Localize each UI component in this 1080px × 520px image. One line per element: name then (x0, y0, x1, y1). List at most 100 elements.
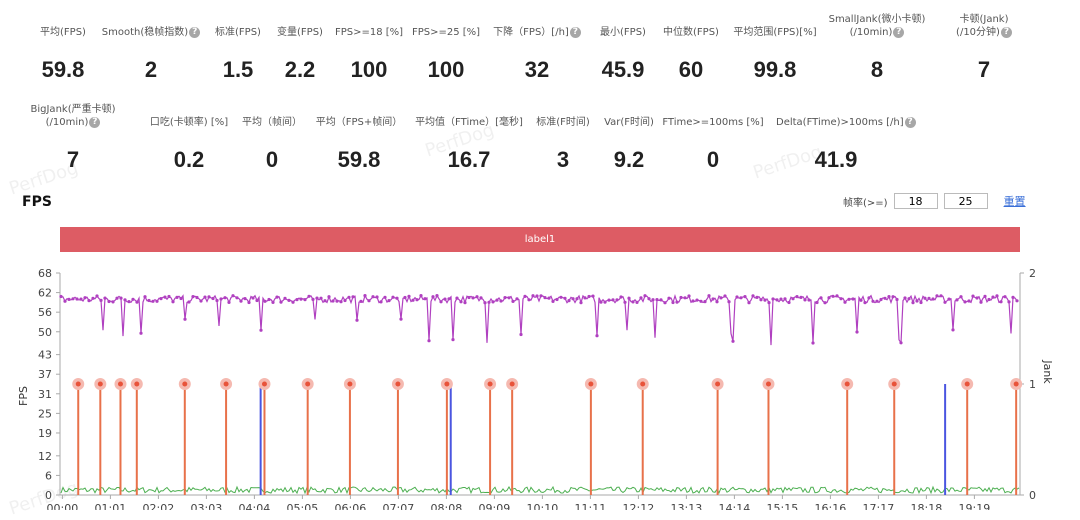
fps-point (631, 300, 635, 304)
fps-threshold-controls: 帧率(>=) 重置 (843, 193, 1026, 209)
fps-point (523, 294, 527, 298)
x-tick-label: 17:17 (863, 502, 895, 510)
x-tick-label: 02:02 (143, 502, 175, 510)
help-icon[interactable]: ? (893, 26, 905, 38)
metric-value: 2 (144, 57, 158, 82)
help-icon[interactable]: ? (904, 116, 916, 128)
fps-point (135, 300, 139, 304)
fps-point (883, 296, 887, 300)
metric-card: 卡顿(Jank) (/10分钟)? 7 (924, 13, 1044, 83)
help-icon[interactable]: ? (569, 26, 581, 38)
fps-point (451, 338, 455, 342)
metric-card: 中位数(FPS) 60 (631, 13, 751, 83)
fps-point (863, 301, 867, 305)
fps-point (495, 298, 499, 302)
fps-point (703, 300, 707, 304)
fps-point (591, 294, 595, 298)
threshold-input-2[interactable] (943, 193, 988, 209)
metric-value: 60 (678, 57, 704, 82)
fps-point (307, 294, 311, 298)
jank-marker (487, 381, 493, 387)
x-tick-label: 11:11 (575, 502, 607, 510)
fps-point (271, 300, 275, 304)
metric-value: 0 (265, 147, 279, 172)
reset-link[interactable]: 重置 (1003, 195, 1026, 208)
fps-point (911, 301, 915, 305)
fps-point (355, 318, 359, 322)
fps-point (99, 298, 103, 302)
threshold-input-1[interactable] (893, 193, 938, 209)
fps-point (347, 295, 351, 299)
fps-chart[interactable]: 68 62 56 50 43 37 31 25 19 12 6 0 2 1 0 FPS Jank 00:00 01:… (0, 260, 1080, 510)
y-left-tick-label: 19 (38, 427, 52, 440)
x-tick-label: 12:12 (623, 502, 655, 510)
fps-point (83, 296, 87, 300)
fps-point (511, 299, 515, 303)
fps-point (663, 301, 667, 305)
fps-point (587, 294, 591, 299)
metric-value: 99.8 (753, 57, 797, 82)
fps-point (171, 300, 175, 304)
fps-point (195, 295, 199, 300)
fps-point (515, 297, 519, 301)
fps-point (551, 299, 555, 303)
fps-point (359, 299, 363, 303)
metric-value: 3 (556, 147, 570, 172)
fps-point (751, 294, 755, 298)
x-tick-label: 05:05 (287, 502, 319, 510)
jank-marker (964, 381, 970, 387)
fps-point (679, 295, 683, 300)
fps-point (295, 298, 299, 302)
jank-marker (395, 381, 401, 387)
fps-point (683, 296, 687, 300)
label-bar[interactable]: label1 (60, 227, 1020, 252)
fps-point (919, 300, 923, 305)
fps-point (335, 299, 339, 303)
fps-point (267, 297, 271, 302)
fps-point (183, 317, 187, 321)
fps-point (363, 294, 367, 298)
metric-value: 32 (524, 57, 550, 82)
fps-point (71, 297, 75, 301)
fps-point (719, 296, 723, 300)
fps-point (463, 301, 467, 305)
fps-point (695, 298, 699, 302)
fps-point (599, 300, 603, 304)
fps-point (107, 299, 111, 304)
jank-marker (347, 381, 353, 387)
fps-point (531, 294, 535, 298)
fps-point (747, 301, 751, 305)
fps-point (211, 296, 215, 301)
fps-point (87, 299, 91, 303)
fps-point (371, 295, 375, 299)
fps-point (287, 298, 291, 302)
x-tick-label: 14:14 (719, 502, 751, 510)
fps-point (647, 297, 651, 301)
fps-point (375, 295, 379, 299)
help-icon[interactable]: ? (89, 116, 101, 128)
metric-card: SmallJank(微小卡顿) (/10min)? 8 (817, 13, 937, 83)
help-icon[interactable]: ? (1000, 26, 1012, 38)
jank-marker (75, 381, 81, 387)
fps-point (499, 299, 503, 303)
metric-value: 1.5 (222, 57, 254, 82)
fps-point (783, 297, 787, 301)
metric-card: BigJank(严重卡顿) (/10min)? 7 (13, 103, 133, 173)
metric-label: SmallJank(微小卡顿) (/10min)? (828, 14, 926, 38)
metric-label: FPS>=25 [%] (411, 27, 481, 38)
metric-label: 平均值（FTime）[毫秒] (415, 117, 523, 128)
metric-value: 9.2 (613, 147, 645, 172)
fps-point (219, 297, 223, 301)
metric-card: 标准(FPS) 1.5 (178, 13, 298, 83)
jank-marker (117, 381, 123, 387)
fps-point (383, 295, 387, 299)
fps-point (379, 300, 383, 304)
fps-point (1003, 295, 1007, 299)
metric-label: 卡顿(Jank) (/10分钟)? (924, 13, 1044, 39)
fps-point (699, 299, 703, 303)
help-icon[interactable]: ? (189, 26, 201, 38)
metric-label: 下降（FPS）[/h]? (477, 13, 597, 39)
y-left-tick-label: 6 (45, 469, 52, 482)
y-right-axis-label: Jank (1041, 359, 1054, 384)
fps-point (147, 298, 151, 303)
